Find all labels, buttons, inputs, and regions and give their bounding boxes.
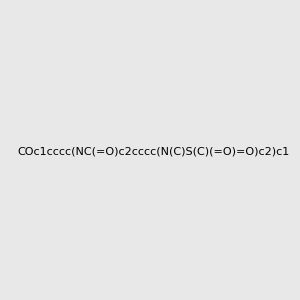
Text: COc1cccc(NC(=O)c2cccc(N(C)S(C)(=O)=O)c2)c1: COc1cccc(NC(=O)c2cccc(N(C)S(C)(=O)=O)c2)… bbox=[18, 146, 290, 157]
